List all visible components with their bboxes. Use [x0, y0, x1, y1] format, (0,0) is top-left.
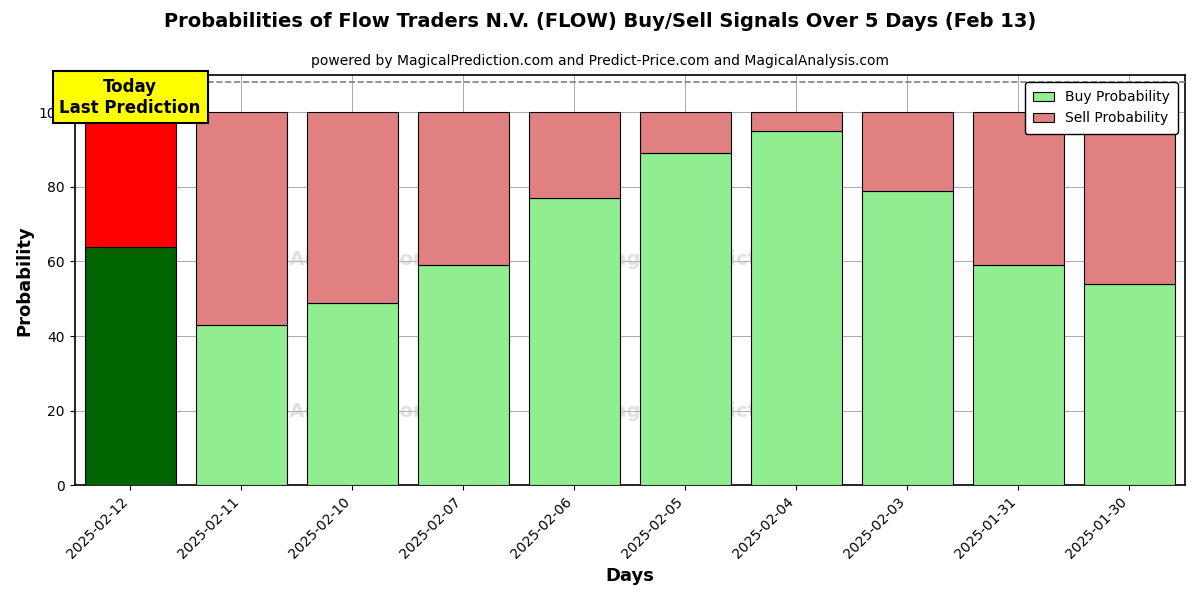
Bar	[307, 112, 397, 302]
Text: Today
Last Prediction: Today Last Prediction	[60, 78, 200, 117]
Bar	[1084, 284, 1175, 485]
Bar	[751, 131, 842, 485]
Bar	[862, 191, 953, 485]
Bar	[307, 302, 397, 485]
Bar	[640, 112, 731, 154]
Bar	[640, 154, 731, 485]
Legend: Buy Probability, Sell Probability: Buy Probability, Sell Probability	[1025, 82, 1178, 134]
Text: powered by MagicalPrediction.com and Predict-Price.com and MagicalAnalysis.com: powered by MagicalPrediction.com and Pre…	[311, 54, 889, 68]
Text: MagicalAnalysis.com: MagicalAnalysis.com	[205, 402, 433, 421]
Bar	[973, 112, 1064, 265]
Bar	[1084, 112, 1175, 284]
X-axis label: Days: Days	[605, 567, 654, 585]
Text: MagicalPrediction.com: MagicalPrediction.com	[594, 250, 844, 269]
Bar	[862, 112, 953, 191]
Bar	[529, 198, 620, 485]
Text: MagicalPrediction.com: MagicalPrediction.com	[594, 402, 844, 421]
Bar	[973, 265, 1064, 485]
Bar	[196, 325, 287, 485]
Bar	[751, 112, 842, 131]
Bar	[418, 112, 509, 265]
Text: MagicalAnalysis.com: MagicalAnalysis.com	[205, 250, 433, 269]
Bar	[418, 265, 509, 485]
Bar	[85, 112, 175, 247]
Bar	[529, 112, 620, 198]
Bar	[196, 112, 287, 325]
Bar	[85, 247, 175, 485]
Text: Probabilities of Flow Traders N.V. (FLOW) Buy/Sell Signals Over 5 Days (Feb 13): Probabilities of Flow Traders N.V. (FLOW…	[164, 12, 1036, 31]
Y-axis label: Probability: Probability	[16, 225, 34, 335]
